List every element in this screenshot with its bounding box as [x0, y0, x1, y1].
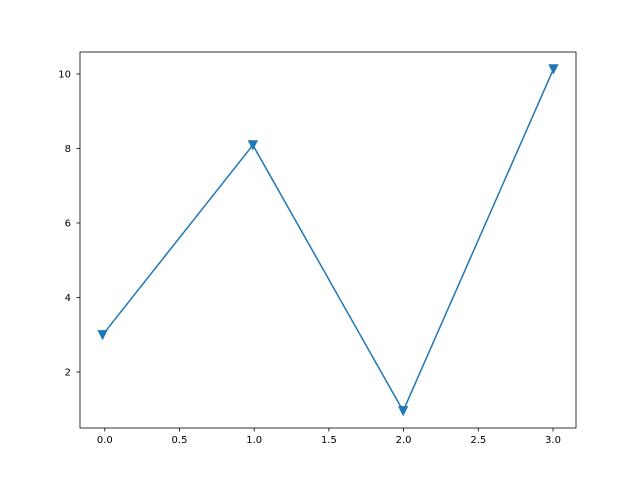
y-tick-label: 6 [65, 219, 71, 230]
x-tick-label: 2.0 [396, 435, 412, 446]
x-tick-label: 0.5 [172, 435, 188, 446]
data-markers-group [97, 64, 559, 417]
y-tick-label: 10 [58, 70, 71, 81]
data-point-marker [548, 64, 559, 75]
data-point-marker [398, 406, 409, 417]
axes-spines [79, 51, 577, 429]
x-tick-label: 1.0 [246, 435, 262, 446]
x-axis-tick-labels: 0.0 0.5 1.0 1.5 2.0 2.5 3.0 [97, 435, 561, 446]
y-tick-label: 8 [65, 144, 71, 155]
data-point-marker [97, 330, 108, 341]
data-point-marker [247, 140, 258, 151]
data-series-group [97, 64, 559, 417]
x-tick-label: 0.0 [97, 435, 113, 446]
data-line-series-0 [101, 68, 555, 412]
y-axis-tick-labels: 2 4 6 8 10 [58, 70, 71, 379]
y-tick-label: 2 [65, 368, 71, 379]
x-axis-ticks [104, 428, 554, 432]
y-tick-label: 4 [65, 293, 71, 304]
x-tick-label: 1.5 [321, 435, 337, 446]
axes-frame [79, 51, 577, 429]
y-axis-ticks [76, 73, 80, 373]
axes-background [80, 52, 576, 428]
x-tick-label: 2.5 [470, 435, 486, 446]
x-tick-label: 3.0 [545, 435, 561, 446]
